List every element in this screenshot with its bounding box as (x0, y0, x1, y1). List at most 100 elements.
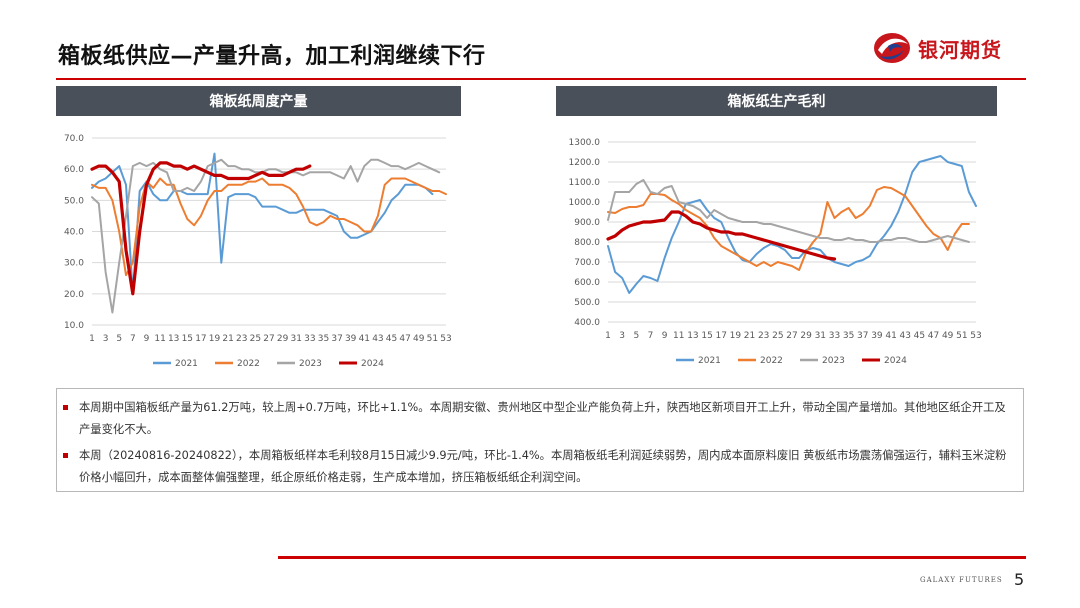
x-tick-label: 33 (829, 331, 840, 341)
galaxy-logo-icon (874, 33, 910, 63)
note-item: 本周（20240816-20240822），本周箱板纸样本毛利较8月15日减少9… (63, 445, 1015, 489)
legend-label-2024: 2024 (361, 359, 384, 369)
x-tick-label: 33 (304, 334, 315, 344)
legend-label-2021: 2021 (175, 359, 198, 369)
page-number: 5 (1014, 570, 1025, 589)
x-tick-label: 5 (116, 334, 122, 344)
x-tick-label: 3 (619, 331, 625, 341)
x-tick-label: 15 (701, 331, 712, 341)
y-tick-label: 70.0 (64, 134, 84, 144)
x-tick-label: 15 (182, 334, 193, 344)
x-tick-label: 13 (687, 331, 698, 341)
x-tick-label: 41 (359, 334, 370, 344)
y-tick-label: 700.0 (574, 258, 600, 268)
y-tick-label: 50.0 (64, 196, 84, 206)
x-tick-label: 17 (716, 331, 727, 341)
x-tick-label: 51 (427, 334, 438, 344)
legend-label-2022: 2022 (237, 359, 260, 369)
x-tick-label: 45 (914, 331, 925, 341)
x-tick-label: 19 (730, 331, 742, 341)
series-line-2022 (91, 177, 447, 277)
x-tick-label: 41 (885, 331, 896, 341)
x-tick-label: 21 (222, 334, 233, 344)
x-tick-label: 47 (928, 331, 939, 341)
series-line-2023 (91, 158, 441, 314)
x-tick-label: 49 (413, 334, 425, 344)
y-tick-label: 20.0 (64, 290, 84, 300)
legend-label-2024: 2024 (884, 356, 907, 366)
note-text: 本周（20240816-20240822），本周箱板纸样本毛利较8月15日减少9… (79, 449, 1007, 484)
x-tick-label: 35 (843, 331, 854, 341)
x-tick-label: 53 (970, 331, 981, 341)
series-line-2022 (607, 186, 970, 271)
x-tick-label: 1 (605, 331, 611, 341)
chart-weekly-production: 10.020.030.040.050.060.070.01 3 5 7 9 11 13 15 1… (64, 134, 452, 369)
y-tick-label: 600.0 (574, 278, 600, 288)
x-tick-label: 35 (318, 334, 329, 344)
legend-label-2022: 2022 (760, 356, 783, 366)
footer-brand: GALAXY FUTURES (920, 576, 1003, 584)
x-tick-label: 53 (440, 334, 451, 344)
x-tick-label: 27 (786, 331, 797, 341)
y-tick-label: 1200.0 (569, 158, 601, 168)
x-tick-label: 17 (195, 334, 206, 344)
y-tick-label: 1300.0 (569, 138, 601, 148)
x-tick-label: 7 (648, 331, 654, 341)
y-tick-label: 400.0 (574, 318, 600, 328)
x-tick-label: 5 (633, 331, 639, 341)
series-line-2021 (91, 152, 434, 295)
x-tick-label: 47 (399, 334, 410, 344)
y-tick-label: 800.0 (574, 238, 600, 248)
x-tick-label: 29 (277, 334, 289, 344)
y-tick-label: 10.0 (64, 321, 84, 331)
series-line-2024 (90, 161, 312, 296)
x-tick-label: 29 (800, 331, 812, 341)
title-divider (56, 78, 1026, 80)
chart-header-left: 箱板纸周度产量 (56, 86, 461, 116)
x-tick-label: 49 (942, 331, 954, 341)
x-tick-label: 31 (815, 331, 826, 341)
chart-header-right: 箱板纸生产毛利 (556, 86, 997, 116)
bullet-icon (63, 453, 68, 458)
note-text: 本周期中国箱板纸产量为61.2万吨，较上周+0.7万吨，环比+1.1%。本周期安… (79, 401, 1006, 436)
x-tick-label: 31 (291, 334, 302, 344)
x-tick-label: 11 (154, 334, 165, 344)
series-line-2024 (606, 210, 837, 261)
page-title: 箱板纸供应—产量升高，加工利润继续下行 (58, 44, 486, 69)
x-tick-label: 37 (331, 334, 342, 344)
legend-label-2023: 2023 (299, 359, 322, 369)
y-tick-label: 40.0 (64, 228, 84, 238)
x-tick-label: 43 (372, 334, 383, 344)
legend-label-2023: 2023 (822, 356, 845, 366)
x-tick-label: 43 (900, 331, 911, 341)
x-tick-label: 9 (662, 331, 668, 341)
series-line-2023 (607, 179, 970, 243)
x-tick-label: 37 (857, 331, 868, 341)
x-tick-label: 19 (209, 334, 221, 344)
brand-logo: 银河期货 (870, 28, 1030, 68)
y-tick-label: 60.0 (64, 165, 84, 175)
y-tick-label: 500.0 (574, 298, 600, 308)
y-tick-label: 900.0 (574, 218, 600, 228)
x-tick-label: 9 (144, 334, 150, 344)
x-tick-label: 3 (103, 334, 109, 344)
note-item: 本周期中国箱板纸产量为61.2万吨，较上周+0.7万吨，环比+1.1%。本周期安… (63, 397, 1015, 441)
legend-label-2021: 2021 (698, 356, 721, 366)
x-tick-label: 11 (673, 331, 684, 341)
x-tick-label: 25 (250, 334, 261, 344)
x-tick-label: 23 (758, 331, 769, 341)
x-tick-label: 51 (956, 331, 967, 341)
x-tick-label: 45 (386, 334, 397, 344)
brand-logo-text: 银河期货 (918, 38, 1002, 62)
notes-box: 本周期中国箱板纸产量为61.2万吨，较上周+0.7万吨，环比+1.1%。本周期安… (56, 388, 1024, 492)
x-tick-label: 7 (130, 334, 136, 344)
x-tick-label: 39 (345, 334, 357, 344)
chart-gross-profit: 400.0 500.0 600.0 700.0 800.0 900.0 1000.0 1100… (569, 138, 982, 366)
x-tick-label: 1 (89, 334, 95, 344)
x-tick-label: 21 (744, 331, 755, 341)
y-tick-label: 30.0 (64, 259, 84, 269)
footer-divider (278, 556, 1026, 559)
y-tick-label: 1000.0 (569, 198, 601, 208)
bullet-icon (63, 405, 68, 410)
x-tick-label: 25 (772, 331, 783, 341)
